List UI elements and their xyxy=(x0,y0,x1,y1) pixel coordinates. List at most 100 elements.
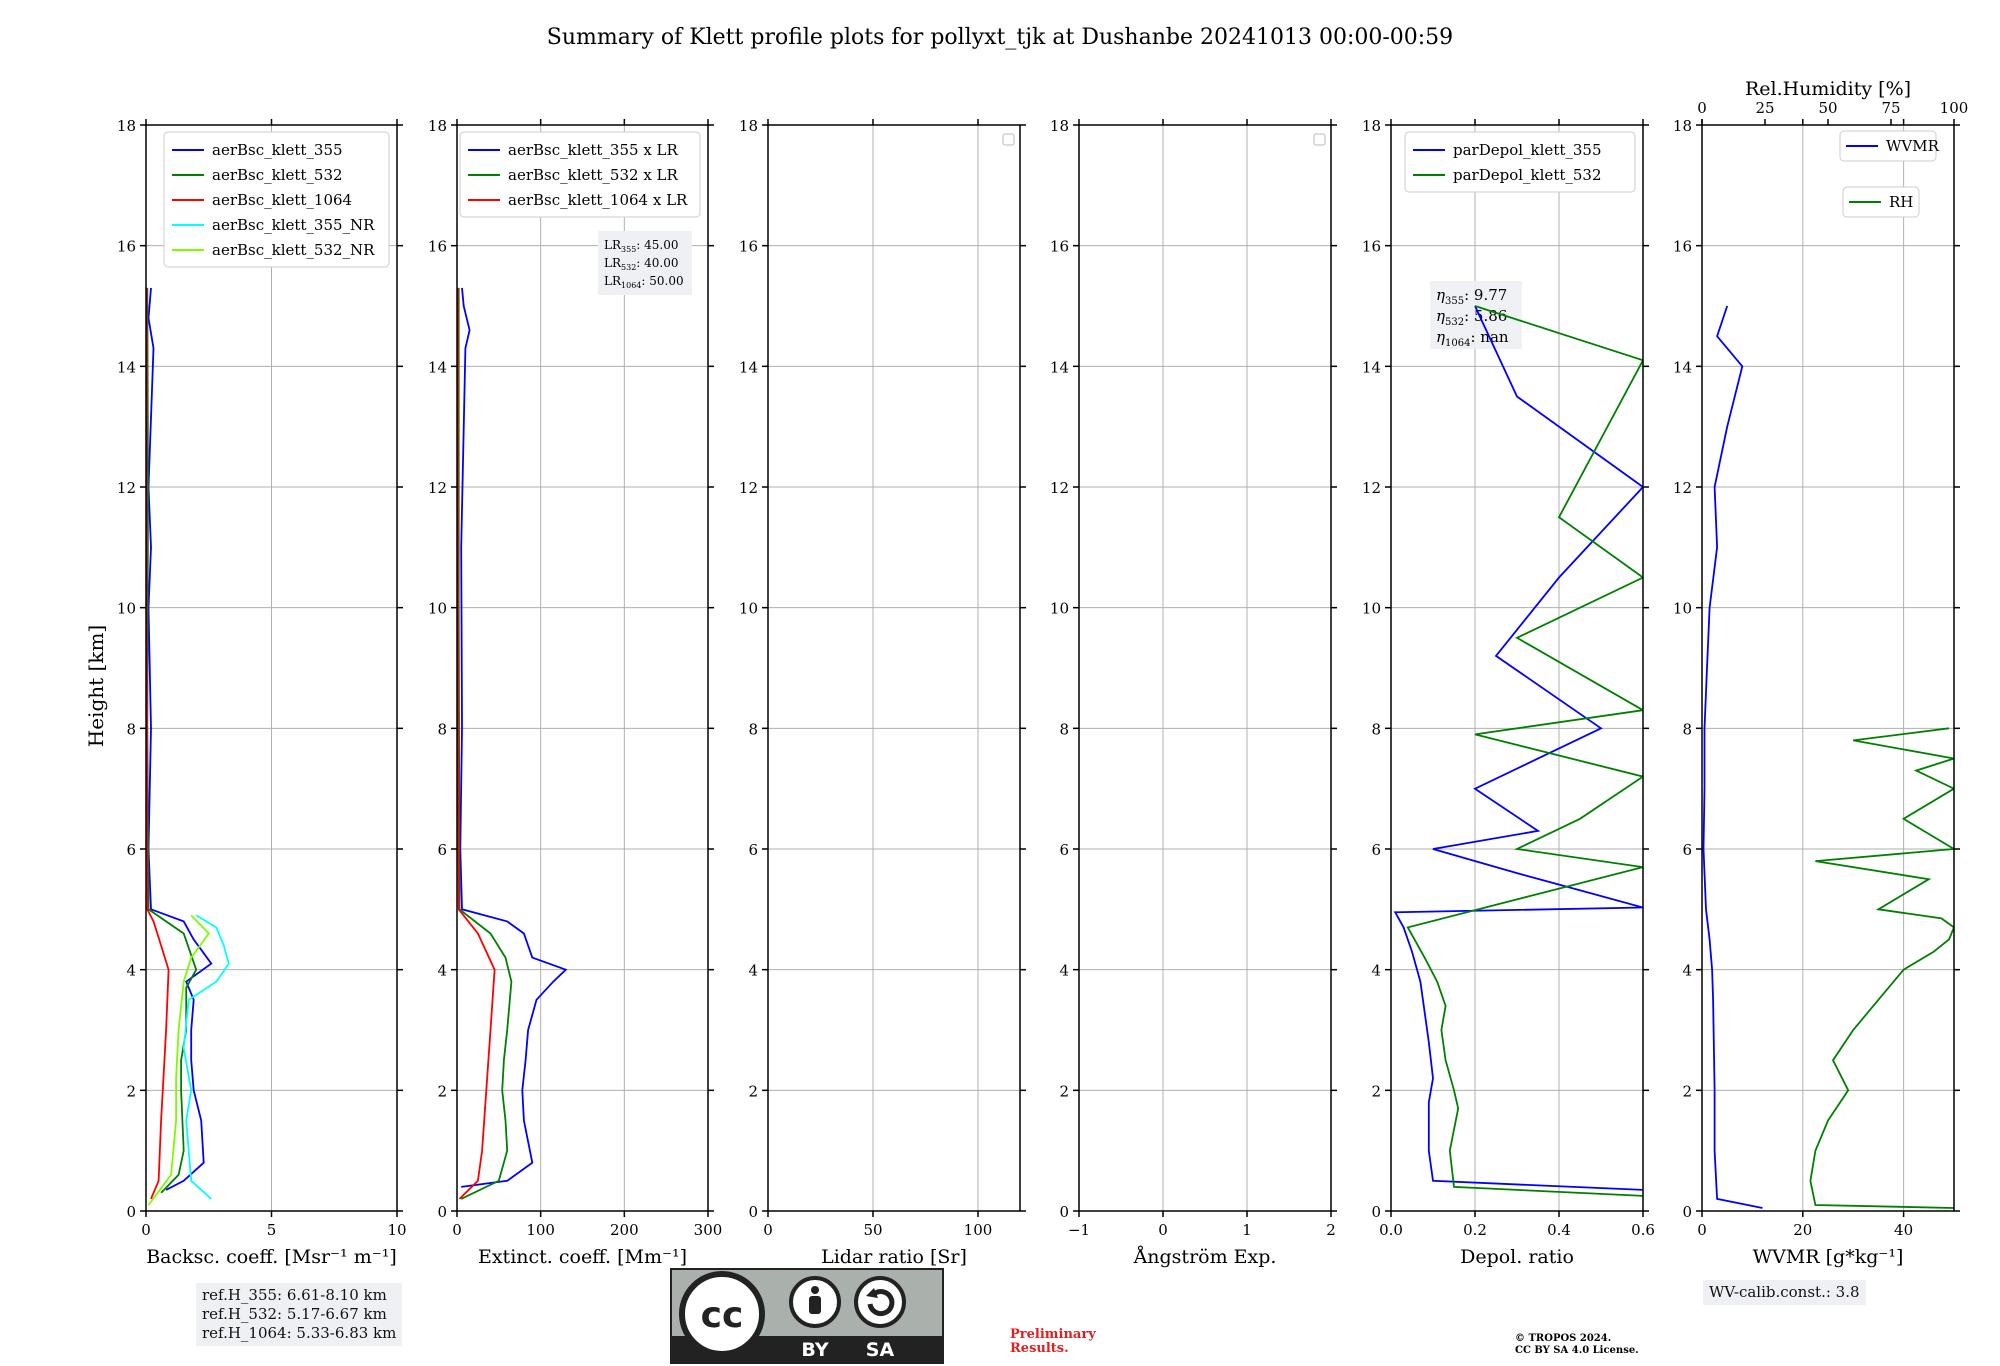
backscatter-series-aerbsc-klett-355-nr xyxy=(182,914,230,1200)
wvmr-xtick-label: 20 xyxy=(1793,1221,1812,1239)
sa-label: SA xyxy=(866,1339,895,1361)
sa-arrow-head xyxy=(866,1288,878,1298)
backscatter-legend xyxy=(163,131,390,268)
extinction-xtick-label: 0 xyxy=(452,1221,462,1239)
backscatter-ytick-label: 2 xyxy=(126,1082,136,1100)
lidar-ratio-ytick-label: 12 xyxy=(739,479,758,497)
wvmr-axes-frame xyxy=(1701,124,1955,1212)
legend-box-wvmr xyxy=(1839,130,1937,162)
depol-ytick-label: 10 xyxy=(1362,600,1381,618)
angstrom-xtick-label: 2 xyxy=(1326,1221,1336,1239)
sa-arrow-arc xyxy=(867,1289,895,1317)
wvmr-rh-panel: 0 2 4 6 8 10 12 14 16 18 0 20 40 WVMR [g*kg⁻¹] 0 25 50 75… xyxy=(1673,78,1968,1268)
wvmr-ytick-label: 2 xyxy=(1682,1082,1692,1100)
preliminary-line-1: Preliminary xyxy=(1010,1327,1096,1342)
depol-legend-label: parDepol_klett_532 xyxy=(1453,166,1602,184)
lidar-ratio-xtick-label: 100 xyxy=(964,1221,993,1239)
lr1064-annotation: LR1064: 50.00 xyxy=(604,274,684,290)
preliminary-results-note: Preliminary Results. xyxy=(1010,1328,1096,1356)
depol-xtick-label: 0.6 xyxy=(1631,1221,1655,1239)
depol-ytick-label: 18 xyxy=(1362,117,1381,135)
extinction-gridlines xyxy=(457,125,708,1211)
lidar-ratio-ytick-label: 2 xyxy=(748,1082,758,1100)
backscatter-ytick-label: 16 xyxy=(117,238,136,256)
wvmr-xtick-label: 0 xyxy=(1697,1221,1707,1239)
lidar-ratio-ytick-label: 4 xyxy=(748,962,758,980)
depol-xtick-label: 0.2 xyxy=(1463,1221,1487,1239)
extinction-ytick-label: 2 xyxy=(437,1082,447,1100)
legend-label-wvmr: WVMR xyxy=(1886,137,1940,155)
lr532-annotation: LR532: 40.00 xyxy=(604,256,679,272)
backscatter-legend-label: aerBsc_klett_532 xyxy=(212,166,343,184)
ref-height-355: ref.H_355: 6.61-8.10 km xyxy=(202,1286,387,1304)
y-axis-label: Height [km] xyxy=(84,625,108,747)
lidar-ratio-panel: 0 2 4 6 8 10 12 14 16 18 0 50 100 Lidar ratio [Sr] xyxy=(739,117,1026,1268)
cc-license-icon: cc BY SA xyxy=(672,1271,942,1362)
depol-ytick-label: 4 xyxy=(1371,962,1381,980)
extinction-xlabel: Extinct. coeff. [Mm⁻¹] xyxy=(478,1246,687,1268)
backscatter-series-aerbsc-klett-532-nr xyxy=(147,914,210,1206)
angstrom-ytick-label: 16 xyxy=(1050,238,1069,256)
extinction-series-aerbsc-klett-355-x-lr xyxy=(459,287,568,1188)
reference-height-box: ref.H_355: 6.61-8.10 km ref.H_532: 5.17-… xyxy=(196,1283,403,1346)
depol-series-pardepol-klett-355 xyxy=(1393,305,1643,1191)
backscatter-ytick-label: 14 xyxy=(117,358,136,376)
eta355-annotation: η355: 9.77 xyxy=(1436,286,1507,307)
angstrom-ytick-label: 8 xyxy=(1059,720,1069,738)
angstrom-ytick-label: 10 xyxy=(1050,600,1069,618)
angstrom-ytick-label: 0 xyxy=(1059,1203,1069,1221)
wvmr-ytick-label: 6 xyxy=(1682,841,1692,859)
by-person-head xyxy=(811,1286,819,1294)
depol-ytick-label: 2 xyxy=(1371,1082,1381,1100)
rh-top-xtick-label: 25 xyxy=(1755,99,1774,117)
angstrom-empty-legend xyxy=(1313,133,1326,146)
depol-ytick-label: 14 xyxy=(1362,358,1381,376)
angstrom-ytick-label: 6 xyxy=(1059,841,1069,859)
wv-calibration-box: WV-calib.const.: 3.8 xyxy=(1703,1280,1866,1305)
backscatter-xtick-label: 5 xyxy=(267,1221,277,1239)
sa-share-alike-icon xyxy=(854,1276,906,1328)
depol-xlabel: Depol. ratio xyxy=(1460,1246,1574,1268)
wvmr-ytick-label: 14 xyxy=(1673,358,1692,376)
backscatter-ytick-label: 0 xyxy=(126,1203,136,1221)
extinction-ytick-label: 4 xyxy=(437,962,447,980)
lidar-ratio-ytick-label: 8 xyxy=(748,720,758,738)
by-label: BY xyxy=(801,1339,828,1361)
lidar-ratio-ytick-label: 14 xyxy=(739,358,758,376)
extinction-ytick-label: 18 xyxy=(428,117,447,135)
wvmr-xlabel: WVMR [g*kg⁻¹] xyxy=(1753,1246,1904,1268)
extinction-legend-label: aerBsc_klett_532 x LR xyxy=(508,166,679,184)
lidar-ratio-ytick-label: 6 xyxy=(748,841,758,859)
depol-legend-label: parDepol_klett_355 xyxy=(1453,141,1602,159)
legend-label-rh: RH xyxy=(1889,193,1913,211)
backscatter-legend-label: aerBsc_klett_1064 xyxy=(212,191,352,209)
extinction-ytick-label: 10 xyxy=(428,600,447,618)
depol-ytick-label: 12 xyxy=(1362,479,1381,497)
extinction-ytick-label: 8 xyxy=(437,720,447,738)
depol-axes-frame xyxy=(1390,124,1644,1212)
depol-ytick-label: 16 xyxy=(1362,238,1381,256)
figure-title: Summary of Klett profile plots for polly… xyxy=(547,25,1453,50)
extinction-panel: LR355: 45.00 LR532: 40.00 LR1064: 50.00 … xyxy=(428,117,722,1268)
angstrom-gridlines xyxy=(1079,125,1331,1211)
backscatter-ytick-label: 6 xyxy=(126,841,136,859)
wvmr-gridlines xyxy=(1702,125,1954,1211)
extinction-ytick-label: 12 xyxy=(428,479,447,497)
extinction-legend-label: aerBsc_klett_355 x LR xyxy=(508,141,679,159)
depol-xtick-label: 0.4 xyxy=(1547,1221,1571,1239)
wvmr-ytick-label: 16 xyxy=(1673,238,1692,256)
lidar-ratio-xtick-label: 0 xyxy=(763,1221,773,1239)
depol-series-pardepol-klett-532 xyxy=(1406,305,1643,1197)
cc-circle-icon xyxy=(679,1271,765,1357)
lidar-ratio-ytick-label: 18 xyxy=(739,117,758,135)
backscatter-xtick-label: 0 xyxy=(141,1221,151,1239)
extinction-xtick-label: 200 xyxy=(610,1221,639,1239)
backscatter-ytick-label: 12 xyxy=(117,479,136,497)
lidar-ratio-ytick-label: 10 xyxy=(739,600,758,618)
copyright-note: © TROPOS 2024. CC BY SA 4.0 License. xyxy=(1515,1333,1639,1357)
extinction-ytick-label: 14 xyxy=(428,358,447,376)
preliminary-line-2: Results. xyxy=(1010,1341,1069,1356)
lidar-ratio-axes-frame xyxy=(767,124,1021,1212)
